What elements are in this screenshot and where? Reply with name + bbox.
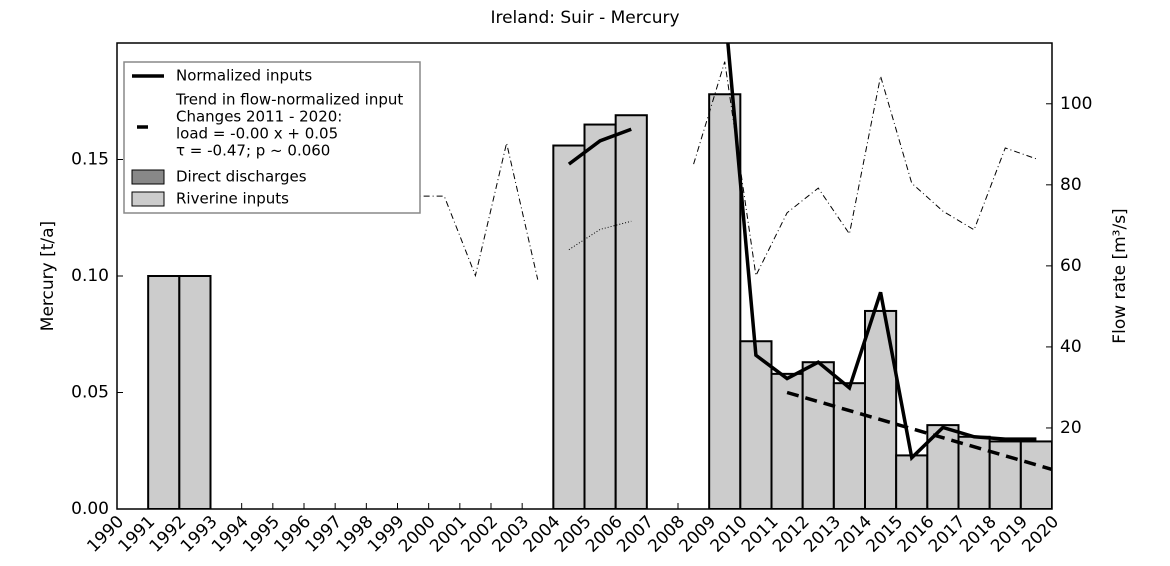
- legend-annotation: Changes 2011 - 2020:: [176, 108, 342, 126]
- series-line: [319, 61, 1037, 280]
- legend: Normalized inputs Trend in flow-normalize…: [123, 61, 421, 214]
- legend-label: Normalized inputs: [176, 67, 312, 85]
- legend-swatch: [131, 169, 165, 185]
- y2-tick-label: 100: [1060, 94, 1092, 114]
- plot-area: [147, 43, 1052, 509]
- bar: [178, 275, 212, 509]
- bar: [739, 340, 773, 509]
- bar: [552, 144, 586, 509]
- legend-annotation: load = -0.00 x + 0.05: [176, 125, 338, 143]
- chart-title: Ireland: Suir - Mercury: [490, 8, 679, 28]
- y2-axis-label: Flow rate [m³/s]: [1110, 208, 1130, 343]
- bar: [1019, 440, 1052, 509]
- y2-tick-label: 40: [1060, 337, 1082, 357]
- series-line: [568, 220, 632, 251]
- y-tick-label: 0.05: [71, 383, 109, 403]
- y2-tick-label: 20: [1060, 418, 1082, 438]
- legend-label: Direct discharges: [176, 168, 307, 186]
- legend-swatch: [131, 191, 165, 207]
- series-line: [786, 390, 1052, 472]
- bar: [583, 123, 617, 509]
- bar: [832, 382, 866, 509]
- bar: [895, 454, 929, 509]
- bar: [614, 114, 648, 509]
- y-tick-label: 0.00: [71, 499, 109, 519]
- legend-annotation: τ = -0.47; p ~ 0.060: [176, 142, 330, 160]
- bar: [147, 275, 181, 509]
- y-axis-label: Mercury [t/a]: [38, 221, 58, 331]
- series-line: [567, 43, 1037, 462]
- bar: [864, 309, 898, 509]
- y-tick-label: 0.10: [71, 266, 109, 286]
- y2-tick-label: 80: [1060, 175, 1082, 195]
- x-tick-label: 2020: [1018, 512, 1063, 557]
- y-tick-label: 0.15: [71, 150, 109, 170]
- legend-box: [123, 61, 421, 214]
- bar: [801, 361, 835, 509]
- legend-label: Trend in flow-normalized input: [175, 91, 403, 109]
- bar: [708, 93, 742, 509]
- y2-tick-label: 60: [1060, 256, 1082, 276]
- legend-label: Riverine inputs: [176, 190, 289, 208]
